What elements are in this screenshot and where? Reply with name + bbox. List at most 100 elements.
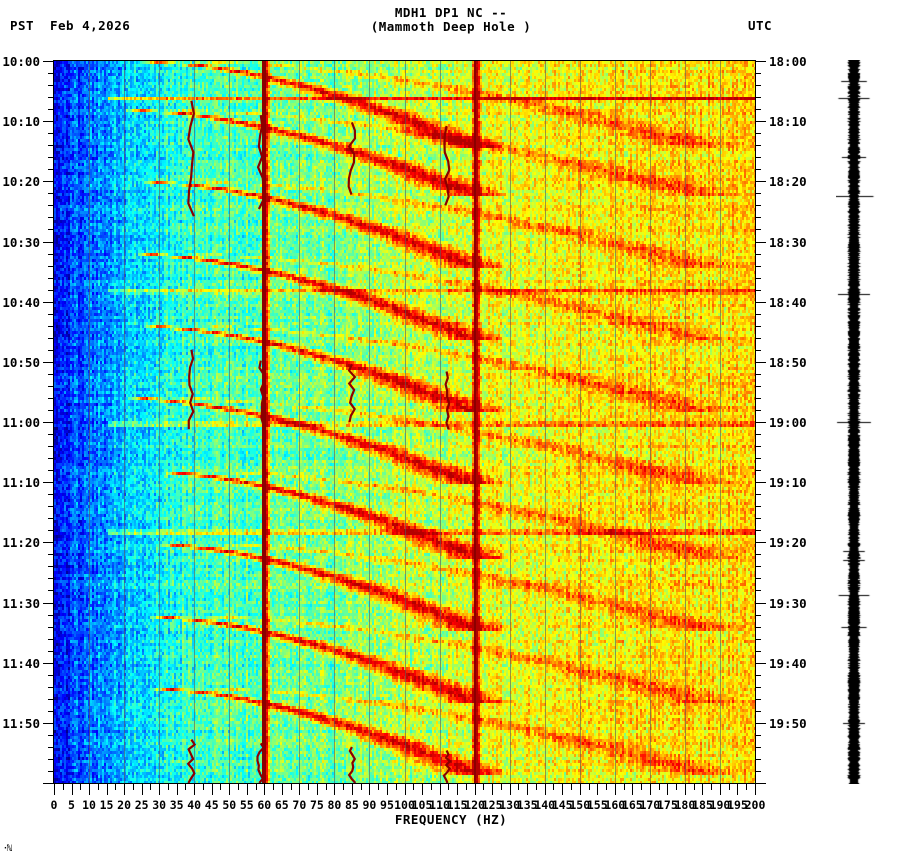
frequency-tick-label: 75 bbox=[309, 798, 324, 812]
x-axis-tick bbox=[387, 784, 388, 795]
y-axis-tick bbox=[48, 530, 54, 531]
x-axis-tick bbox=[659, 784, 660, 790]
timezone-right-label: UTC bbox=[748, 18, 773, 33]
y-axis-tick bbox=[48, 314, 54, 315]
y-axis-tick bbox=[48, 494, 54, 495]
y-axis-tick bbox=[48, 254, 54, 255]
frequency-tick-label: 185 bbox=[692, 798, 713, 812]
y-axis-tick bbox=[48, 675, 54, 676]
x-axis-tick bbox=[142, 784, 143, 795]
x-axis-tick bbox=[115, 784, 116, 790]
y-axis-tick bbox=[48, 590, 54, 591]
frequency-tick-label: 50 bbox=[222, 798, 237, 812]
x-axis-tick bbox=[676, 784, 677, 790]
x-axis-tick bbox=[177, 784, 178, 795]
x-axis-tick bbox=[317, 784, 318, 795]
frequency-tick-label: 130 bbox=[499, 798, 521, 812]
y-axis-tick bbox=[755, 627, 761, 628]
y-axis-tick bbox=[755, 771, 761, 772]
x-axis-tick bbox=[667, 784, 668, 795]
y-axis-tick bbox=[755, 398, 761, 399]
y-axis-tick bbox=[755, 566, 761, 567]
time-label-pst: 11:20 bbox=[2, 535, 40, 550]
y-axis-tick bbox=[755, 193, 761, 194]
y-axis-tick bbox=[48, 506, 54, 507]
x-axis-tick bbox=[729, 784, 730, 790]
spectrogram-plot-area[interactable] bbox=[54, 61, 755, 783]
x-axis-tick bbox=[396, 784, 397, 790]
time-label-pst: 10:00 bbox=[2, 54, 40, 69]
y-axis-tick bbox=[48, 290, 54, 291]
y-axis-tick bbox=[48, 374, 54, 375]
time-label-utc: 18:30 bbox=[769, 235, 807, 250]
x-axis-tick bbox=[405, 784, 406, 795]
y-axis-tick bbox=[755, 603, 766, 604]
y-axis-tick bbox=[48, 97, 54, 98]
frequency-tick-label: 60 bbox=[257, 798, 272, 812]
x-axis-tick bbox=[702, 784, 703, 795]
x-axis-tick bbox=[150, 784, 151, 790]
x-axis-tick bbox=[308, 784, 309, 790]
frequency-tick-label: 200 bbox=[744, 798, 766, 812]
y-axis-tick bbox=[43, 663, 54, 664]
frequency-tick-label: 165 bbox=[621, 798, 643, 812]
time-label-pst: 10:10 bbox=[2, 114, 40, 129]
x-axis-tick bbox=[431, 784, 432, 790]
time-label-pst: 10:50 bbox=[2, 355, 40, 370]
y-axis-tick bbox=[48, 711, 54, 712]
y-axis-tick bbox=[755, 470, 761, 471]
y-axis-tick bbox=[755, 446, 761, 447]
time-label-utc: 18:50 bbox=[769, 355, 807, 370]
y-axis-tick bbox=[755, 687, 761, 688]
x-axis-tick bbox=[264, 784, 265, 795]
y-axis-tick bbox=[755, 121, 766, 122]
y-axis-tick bbox=[48, 446, 54, 447]
y-axis-tick bbox=[755, 651, 761, 652]
x-axis-tick bbox=[220, 784, 221, 790]
y-axis-tick bbox=[755, 145, 761, 146]
y-axis-tick bbox=[48, 278, 54, 279]
y-axis-tick bbox=[755, 314, 761, 315]
time-label-pst: 11:40 bbox=[2, 656, 40, 671]
spectrogram-canvas[interactable] bbox=[54, 61, 755, 783]
frequency-tick-label: 105 bbox=[411, 798, 433, 812]
y-axis-tick bbox=[755, 554, 761, 555]
x-axis-tick bbox=[448, 784, 449, 790]
x-axis-tick bbox=[624, 784, 625, 790]
y-axis-tick bbox=[755, 506, 761, 507]
x-axis-tick bbox=[168, 784, 169, 790]
y-axis-tick bbox=[755, 181, 766, 182]
time-label-utc: 19:30 bbox=[769, 596, 807, 611]
x-axis-tick bbox=[510, 784, 511, 795]
y-axis-tick bbox=[48, 410, 54, 411]
y-axis-tick bbox=[48, 771, 54, 772]
y-axis-tick bbox=[48, 229, 54, 230]
x-axis-tick bbox=[553, 784, 554, 790]
x-axis-tick bbox=[562, 784, 563, 795]
y-axis-tick bbox=[755, 735, 761, 736]
y-axis-tick bbox=[48, 458, 54, 459]
y-axis-tick bbox=[755, 217, 761, 218]
y-axis-tick bbox=[48, 627, 54, 628]
frequency-tick-label: 25 bbox=[134, 798, 149, 812]
x-axis-tick bbox=[606, 784, 607, 790]
y-axis-tick bbox=[48, 338, 54, 339]
y-axis-tick bbox=[48, 85, 54, 86]
frequency-tick-label: 135 bbox=[516, 798, 538, 812]
x-axis-tick bbox=[352, 784, 353, 795]
x-axis-tick bbox=[711, 784, 712, 790]
y-axis-tick bbox=[43, 362, 54, 363]
time-label-utc: 19:10 bbox=[769, 475, 807, 490]
y-axis-tick bbox=[755, 711, 761, 712]
y-axis-tick bbox=[755, 518, 761, 519]
frequency-tick-label: 70 bbox=[292, 798, 307, 812]
x-axis-tick bbox=[720, 784, 721, 795]
y-axis-tick bbox=[755, 663, 766, 664]
time-label-utc: 19:40 bbox=[769, 656, 807, 671]
x-axis-tick bbox=[545, 784, 546, 795]
seismogram-trace-panel bbox=[836, 60, 876, 784]
x-axis-tick bbox=[737, 784, 738, 795]
frequency-tick-label: 85 bbox=[344, 798, 359, 812]
y-axis-tick bbox=[755, 747, 761, 748]
time-label-pst: 10:30 bbox=[2, 235, 40, 250]
